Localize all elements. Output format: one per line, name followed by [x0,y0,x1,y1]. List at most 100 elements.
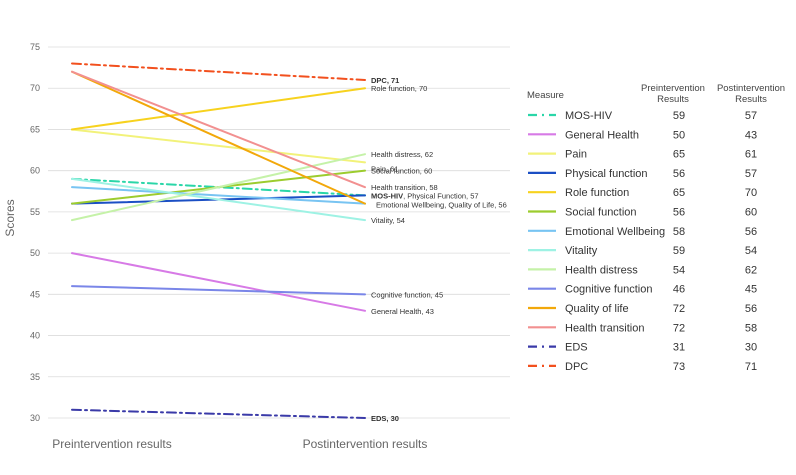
y-tick-label: 30 [30,413,40,423]
legend-pre-value: 72 [673,322,685,334]
grid-lines [48,46,510,419]
legend-post-value: 57 [745,168,757,180]
y-tick-label: 50 [30,248,40,258]
legend-pre-value: 56 [673,168,685,180]
legend-post-value: 45 [745,284,757,296]
end-label-prefix: MOS-HIV [371,191,403,200]
end-label-general-health: General Health, 43 [371,307,434,316]
legend-row-dpc: DPC 73 71 [528,361,757,373]
x-category-pre: Preintervention results [52,437,171,451]
y-axis-label: Scores [3,199,17,236]
legend-row-emotional-wellbeing: Emotional Wellbeing 58 56 [528,226,757,238]
y-tick-label: 40 [30,331,40,341]
series-line-emotional-wellbeing [71,186,366,205]
legend-measure-name: Role function [565,187,629,199]
legend-pre-value: 59 [673,110,685,122]
legend-row-physical-function: Physical function 56 57 [528,168,757,180]
legend-pre-value: 46 [673,284,685,296]
legend-row-role-function: Role function 65 70 [528,187,757,199]
y-tick-label: 55 [30,207,40,217]
legend-header-measure: Measure [527,90,564,101]
legend-row-cognitive-function: Cognitive function 46 45 [528,284,757,296]
end-label-mos-hiv: MOS-HIV, Physical Function, 57 [371,191,479,200]
y-tick-label: 65 [30,124,40,134]
legend-header-post: Postintervention Results [717,83,785,105]
y-axis-ticks: 30 35 40 45 50 55 60 65 70 75 [30,42,40,423]
end-label-health-distress: Health distress, 62 [371,150,433,159]
y-tick-label: 70 [30,83,40,93]
end-label-eds: EDS, 30 [371,414,399,423]
legend-measure-name: Quality of life [565,303,629,315]
legend-pre-value: 56 [673,207,685,219]
series-line-health-distress [71,153,366,222]
series-line-general-health [71,252,366,312]
legend-post-value: 60 [745,207,757,219]
series-line-pain [71,128,366,164]
legend-post-value: 70 [745,187,757,199]
legend-measure-name: Cognitive function [565,284,652,296]
legend-measure-name: DPC [565,361,588,373]
end-label-rest: , Physical Function, 57 [403,191,478,200]
legend-row-health-transition: Health transition 72 58 [528,322,757,334]
legend-measure-name: MOS-HIV [565,110,613,122]
legend-measure-name: Health distress [565,264,638,276]
legend-pre-value: 58 [673,226,685,238]
y-tick-label: 35 [30,372,40,382]
y-tick-label: 75 [30,42,40,52]
end-label-health-transition: Health transition, 58 [371,183,438,192]
series-line-eds [71,408,366,419]
legend-post-value: 57 [745,110,757,122]
legend-post-value: 62 [745,264,757,276]
series-line-cognitive-function [71,285,366,296]
legend-rows: MOS-HIV 59 57 General Health 50 43 Pain 65 61 Phy… [528,110,757,373]
legend-row-social-function: Social function 56 60 [528,207,757,219]
end-label-emotional-wellbeing: Emotional Wellbeing, Quality of Life, 56 [376,201,507,210]
end-label-vitality: Vitality, 54 [371,216,405,225]
legend-post-value: 61 [745,149,757,161]
legend-pre-value: 54 [673,264,685,276]
legend-measure-name: Pain [565,149,587,161]
series-line-role-function [71,87,366,131]
legend-row-quality-of-life: Quality of life 72 56 [528,303,757,315]
end-label-social-function: Social function, 60 [371,167,432,176]
legend-pre-value: 65 [673,149,685,161]
legend-pre-value: 65 [673,187,685,199]
legend-measure-name: General Health [565,129,639,141]
legend-post-value: 71 [745,361,757,373]
legend-row-mos-hiv: MOS-HIV 59 57 [528,110,757,122]
series-lines [71,62,366,419]
legend-pre-value: 31 [673,342,685,354]
legend-measure-name: Emotional Wellbeing [565,226,665,238]
legend-post-value: 56 [745,226,757,238]
series-line-quality-of-life [71,70,366,205]
legend-pre-value: 50 [673,129,685,141]
legend-row-health-distress: Health distress 54 62 [528,264,757,276]
legend-row-eds: EDS 31 30 [528,342,757,354]
end-label-cognitive-function: Cognitive function, 45 [371,290,443,299]
legend-pre-value: 72 [673,303,685,315]
legend-post-value: 56 [745,303,757,315]
legend-measure-name: EDS [565,342,588,354]
legend-measure-name: Social function [565,207,637,219]
legend-row-pain: Pain 65 61 [528,149,757,161]
legend: Measure Preintervention Results Postinter… [527,83,785,373]
x-category-post: Postintervention results [303,437,428,451]
series-line-health-transition [71,70,366,189]
legend-header-pre: Preintervention Results [641,83,705,105]
legend-pre-value: 59 [673,245,685,257]
legend-post-value: 58 [745,322,757,334]
end-label-role-function: Role function, 70 [371,84,427,93]
series-line-dpc [71,62,366,81]
series-line-vitality [71,177,366,222]
legend-row-vitality: Vitality 59 54 [528,245,757,257]
legend-row-general-health: General Health 50 43 [528,129,757,141]
y-tick-label: 45 [30,289,40,299]
legend-post-value: 30 [745,342,757,354]
end-labels: MOS-HIV, Physical Function, 57 General He… [371,76,507,423]
legend-post-value: 43 [745,129,757,141]
end-label-dpc: DPC, 71 [371,76,399,85]
legend-post-value: 54 [745,245,757,257]
legend-measure-name: Physical function [565,168,648,180]
legend-pre-value: 73 [673,361,685,373]
